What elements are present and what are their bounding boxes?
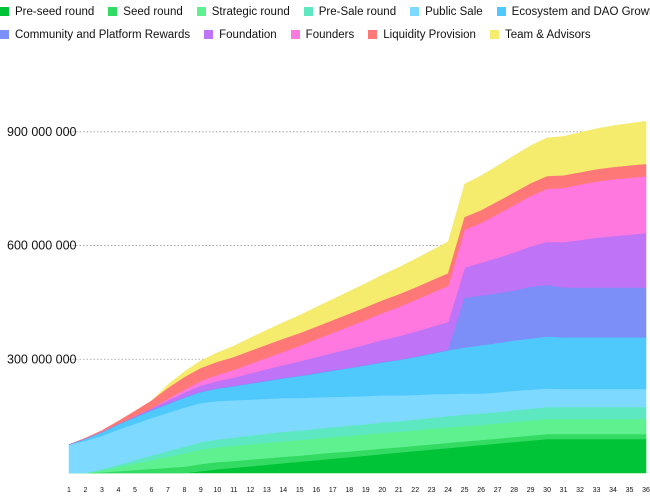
legend-label: Foundation (219, 28, 277, 41)
legend-swatch (204, 30, 214, 39)
legend-label: Community and Platform Rewards (15, 28, 191, 41)
x-tick-label: 9 (199, 487, 203, 494)
x-tick-label: 26 (477, 487, 485, 494)
legend-label: Public Sale (425, 5, 483, 18)
x-tick-label: 10 (213, 487, 221, 494)
legend-swatch (108, 7, 118, 16)
x-tick-label: 4 (117, 487, 121, 494)
legend-label: Seed round (123, 5, 183, 18)
x-tick-label: 2 (84, 487, 88, 494)
y-axis-tick-labels: 300 000 000 600 000 000 900 000 000 (7, 125, 77, 366)
legend-swatch (489, 30, 499, 39)
x-tick-label: 24 (444, 487, 452, 494)
x-tick-label: 21 (395, 487, 403, 494)
x-tick-label: 32 (576, 487, 584, 494)
x-tick-label: 12 (246, 487, 254, 494)
legend-label: Pre-seed round (15, 5, 95, 18)
x-tick-label: 23 (428, 487, 436, 494)
x-tick-label: 22 (411, 487, 419, 494)
x-tick-label: 13 (263, 487, 271, 494)
x-tick-label: 8 (182, 487, 186, 494)
x-tick-label: 5 (133, 487, 137, 494)
legend-label: Strategic round (211, 5, 290, 18)
legend-label: Team & Advisors (504, 28, 591, 41)
x-axis-tick-labels: 1 2 3 4 5 6 7 8 9 10 11 12 13 14 15 16 17 18 19 20 21 22 23 24 2… (67, 487, 650, 494)
x-tick-label: 30 (543, 487, 551, 494)
x-tick-label: 36 (642, 487, 650, 494)
legend-item: Liquidity Provision (368, 29, 476, 41)
legend-item: Pre-Sale round (303, 5, 397, 18)
x-tick-label: 17 (329, 487, 337, 494)
x-tick-label: 20 (378, 487, 386, 494)
legend-swatch (303, 7, 313, 16)
x-tick-label: 35 (626, 487, 634, 494)
x-tick-label: 29 (527, 487, 535, 494)
legend-swatch (290, 30, 300, 39)
legend-item: Community and Platform Rewards (0, 29, 190, 41)
legend-row: Pre-seed round Seed round Strategic round P… (0, 0, 650, 23)
x-tick-label: 27 (494, 487, 502, 494)
legend-item: Ecosystem and DAO Growth (496, 5, 650, 18)
legend-swatch (410, 7, 420, 16)
x-tick-label: 18 (345, 487, 353, 494)
x-tick-label: 19 (362, 487, 370, 494)
x-tick-label: 28 (510, 487, 518, 494)
legend-swatch (0, 30, 9, 39)
x-tick-label: 15 (296, 487, 304, 494)
y-tick-label: 900 000 000 (7, 125, 77, 139)
x-tick-label: 1 (67, 487, 71, 494)
chart-legend: Pre-seed round Seed round Strategic round P… (0, 0, 650, 46)
x-tick-label: 16 (312, 487, 320, 494)
x-tick-label: 14 (279, 487, 287, 494)
legend-swatch (196, 7, 206, 16)
legend-item: Founders (290, 28, 355, 41)
x-tick-label: 34 (609, 487, 617, 494)
x-tick-label: 31 (560, 487, 568, 494)
area-community-and-platform-rewards (68, 285, 647, 445)
legend-item: Foundation (204, 29, 277, 41)
legend-swatch (496, 7, 506, 16)
y-tick-label: 600 000 000 (7, 239, 77, 253)
legend-label: Ecosystem and DAO Growth (511, 5, 650, 18)
legend-item: Seed round (108, 5, 183, 18)
x-tick-label: 11 (230, 487, 237, 494)
x-tick-label: 33 (593, 487, 601, 494)
x-tick-label: 25 (461, 487, 469, 494)
legend-label: Pre-Sale round (318, 5, 397, 18)
legend-label: Liquidity Provision (383, 28, 476, 41)
y-tick-label: 300 000 000 (7, 352, 77, 366)
x-tick-label: 6 (149, 487, 153, 494)
legend-swatch (368, 30, 378, 39)
area-series (68, 120, 647, 474)
legend-row: Community and Platform Rewards Foundation… (0, 23, 650, 46)
area-liquidity-provision (68, 164, 647, 445)
legend-swatch (0, 7, 9, 16)
legend-item: Public Sale (410, 6, 483, 18)
legend-item: Pre-seed round (0, 6, 94, 18)
x-tick-label: 7 (166, 487, 170, 494)
x-tick-label: 3 (100, 487, 104, 494)
legend-item: Team & Advisors (489, 28, 591, 41)
legend-item: Strategic round (196, 5, 290, 18)
legend-label: Founders (305, 28, 355, 41)
